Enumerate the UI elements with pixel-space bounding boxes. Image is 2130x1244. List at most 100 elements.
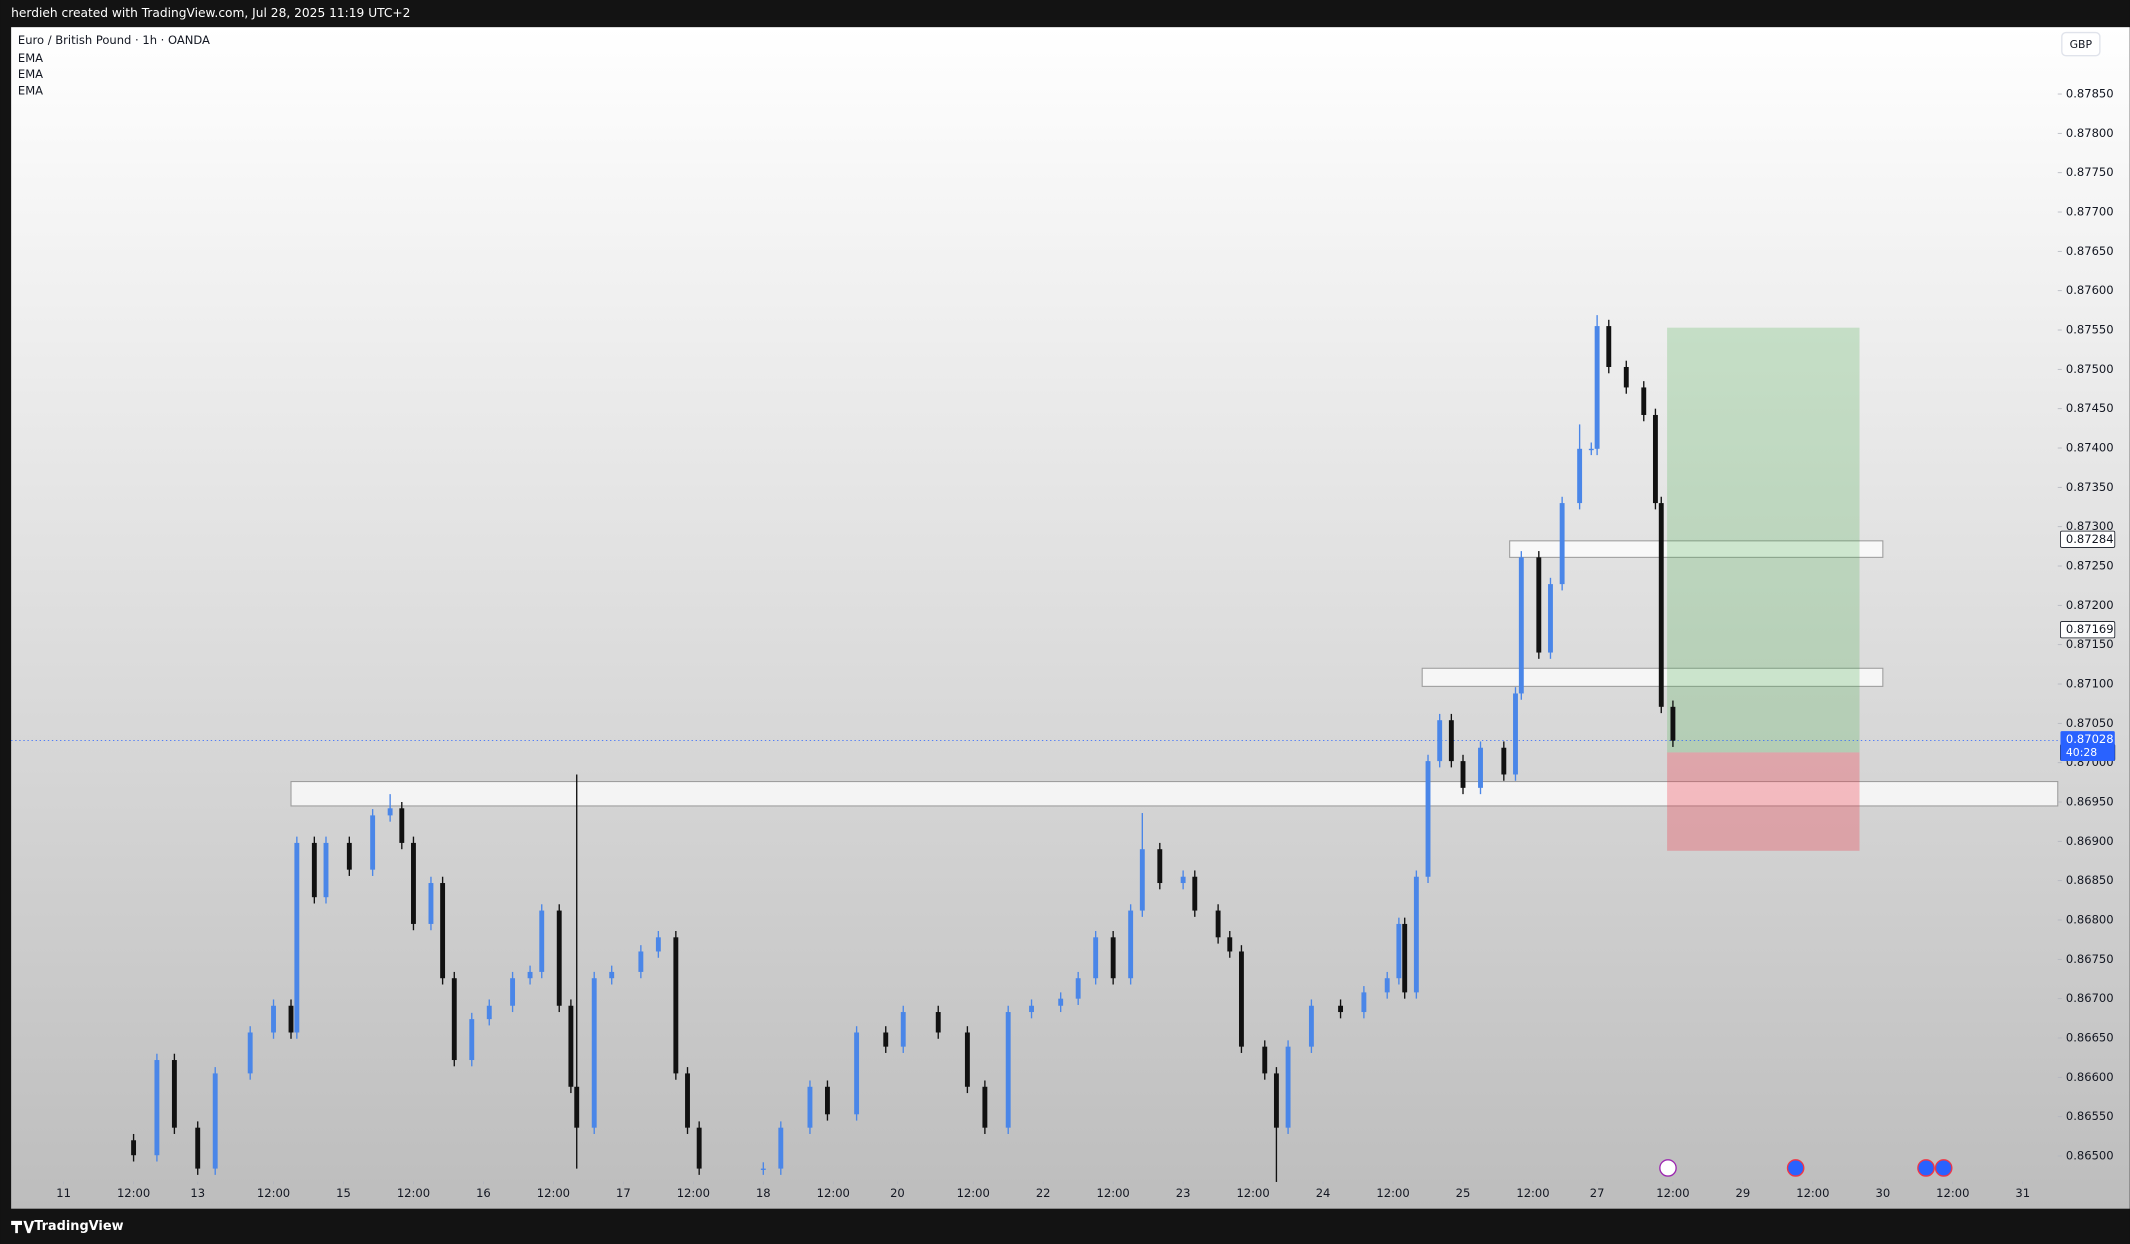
candle-body bbox=[195, 1127, 201, 1169]
symbol-title: Euro / British Pound · 1h · OANDA bbox=[18, 33, 210, 47]
candle-body bbox=[486, 1005, 492, 1020]
candle-body bbox=[1058, 998, 1064, 1006]
candle-body bbox=[760, 1168, 766, 1170]
candle-body bbox=[825, 1086, 830, 1115]
y-tick-label: 0.87550 bbox=[2066, 323, 2114, 337]
footer-logo[interactable]: TradingView bbox=[11, 1219, 124, 1234]
candle-body bbox=[1594, 326, 1600, 449]
x-tick-label: 27 bbox=[1590, 1186, 1605, 1200]
candle-body bbox=[1285, 1046, 1291, 1128]
y-tick-label: 0.87200 bbox=[2066, 598, 2114, 612]
candle-body bbox=[1180, 876, 1186, 884]
event-icon[interactable] bbox=[1659, 1159, 1677, 1177]
candle-body bbox=[568, 1005, 574, 1087]
candle-body bbox=[428, 883, 434, 924]
candle-body bbox=[1460, 761, 1466, 788]
indicator-label[interactable]: EMA bbox=[18, 67, 43, 81]
candle-body bbox=[778, 1127, 784, 1169]
y-tick-label: 0.86850 bbox=[2066, 873, 2114, 887]
y-tick-label: 0.87100 bbox=[2066, 677, 2114, 691]
y-tick-label: 0.87250 bbox=[2066, 559, 2114, 573]
candle-body bbox=[311, 842, 317, 898]
candle-body bbox=[982, 1086, 988, 1128]
candle-body bbox=[854, 1032, 860, 1115]
candle-body bbox=[1588, 448, 1594, 451]
candle-body bbox=[440, 883, 446, 979]
last-price-box bbox=[2060, 731, 2115, 762]
price-tag: 0.87284 bbox=[2066, 532, 2114, 546]
candle-body bbox=[1396, 923, 1402, 979]
candle-body bbox=[323, 842, 329, 898]
candle-body bbox=[696, 1127, 702, 1169]
plot bbox=[11, 315, 2059, 1182]
candle-body bbox=[212, 1073, 218, 1169]
candle-body bbox=[1361, 992, 1367, 1013]
zone-box bbox=[290, 781, 2059, 807]
candle-body bbox=[1606, 326, 1612, 367]
candle-body bbox=[1262, 1046, 1268, 1074]
x-tick-label: 12:00 bbox=[257, 1186, 290, 1200]
y-tick-label: 0.87300 bbox=[2066, 519, 2114, 533]
candle-body bbox=[1658, 503, 1664, 707]
y-tick-label: 0.87350 bbox=[2066, 480, 2114, 494]
x-tick-label: 12:00 bbox=[1656, 1186, 1689, 1200]
candle-body bbox=[1513, 693, 1518, 775]
x-tick-label: 12:00 bbox=[537, 1186, 570, 1200]
currency-button[interactable] bbox=[2061, 31, 2101, 57]
x-tick-label: 13 bbox=[190, 1186, 205, 1200]
y-tick-label: 0.86750 bbox=[2066, 952, 2114, 966]
event-icon[interactable] bbox=[1917, 1159, 1935, 1177]
candle-body bbox=[1139, 849, 1145, 911]
candle-body bbox=[935, 1012, 941, 1033]
price-tag-box bbox=[2060, 621, 2116, 639]
x-tick-label: 23 bbox=[1176, 1186, 1191, 1200]
candle-body bbox=[387, 808, 393, 816]
event-icon[interactable] bbox=[1934, 1159, 1953, 1177]
candle-body bbox=[883, 1032, 889, 1047]
candle-body bbox=[1308, 1005, 1314, 1047]
currency-label[interactable]: GBP bbox=[2070, 38, 2093, 51]
x-tick-label: 12:00 bbox=[1796, 1186, 1829, 1200]
candle-body bbox=[1384, 978, 1390, 993]
x-tick-label: 25 bbox=[1456, 1186, 1471, 1200]
y-tick-label: 0.86800 bbox=[2066, 913, 2114, 927]
candle-body bbox=[1623, 366, 1629, 388]
y-tick-label: 0.86650 bbox=[2066, 1031, 2114, 1045]
candle-body bbox=[288, 1005, 294, 1033]
indicator-label[interactable]: EMA bbox=[18, 83, 43, 97]
candle-body bbox=[591, 978, 597, 1128]
event-icons bbox=[1659, 1159, 1953, 1177]
price-tag: 0.87169 bbox=[2066, 622, 2114, 636]
logo-icon[interactable] bbox=[11, 1220, 35, 1234]
y-tick-label: 0.87400 bbox=[2066, 441, 2114, 455]
candle-body bbox=[1548, 584, 1553, 653]
candle-body bbox=[1005, 1012, 1011, 1128]
y-tick-label: 0.86600 bbox=[2066, 1070, 2114, 1084]
position-target bbox=[1667, 327, 1860, 753]
indicator-label[interactable]: EMA bbox=[18, 51, 43, 65]
candle-body bbox=[1128, 910, 1134, 979]
candle-body bbox=[638, 951, 644, 972]
x-tick-label: 30 bbox=[1875, 1186, 1890, 1200]
candle-body bbox=[685, 1073, 690, 1128]
last-price-label: 0.87028 bbox=[2066, 732, 2114, 746]
y-tick-label: 0.86950 bbox=[2066, 795, 2114, 809]
candle-body bbox=[807, 1086, 813, 1128]
x-tick-label: 11 bbox=[56, 1186, 71, 1200]
event-icon[interactable] bbox=[1786, 1159, 1805, 1177]
candle-body bbox=[673, 937, 679, 1074]
candle-body bbox=[574, 1086, 580, 1128]
price-tag-box bbox=[2060, 530, 2116, 548]
candle-body bbox=[539, 910, 545, 972]
candle-body bbox=[900, 1012, 906, 1047]
y-tick-label: 0.86700 bbox=[2066, 991, 2114, 1005]
x-tick-label: 12:00 bbox=[1236, 1186, 1269, 1200]
candle-body bbox=[469, 1019, 475, 1061]
x-tick-label: 12:00 bbox=[677, 1186, 710, 1200]
candle-body bbox=[510, 978, 516, 1006]
candle-body bbox=[527, 971, 533, 979]
candle-body bbox=[1536, 557, 1542, 653]
zone-box bbox=[1509, 540, 1884, 558]
brand[interactable]: TradingView bbox=[34, 1219, 123, 1234]
